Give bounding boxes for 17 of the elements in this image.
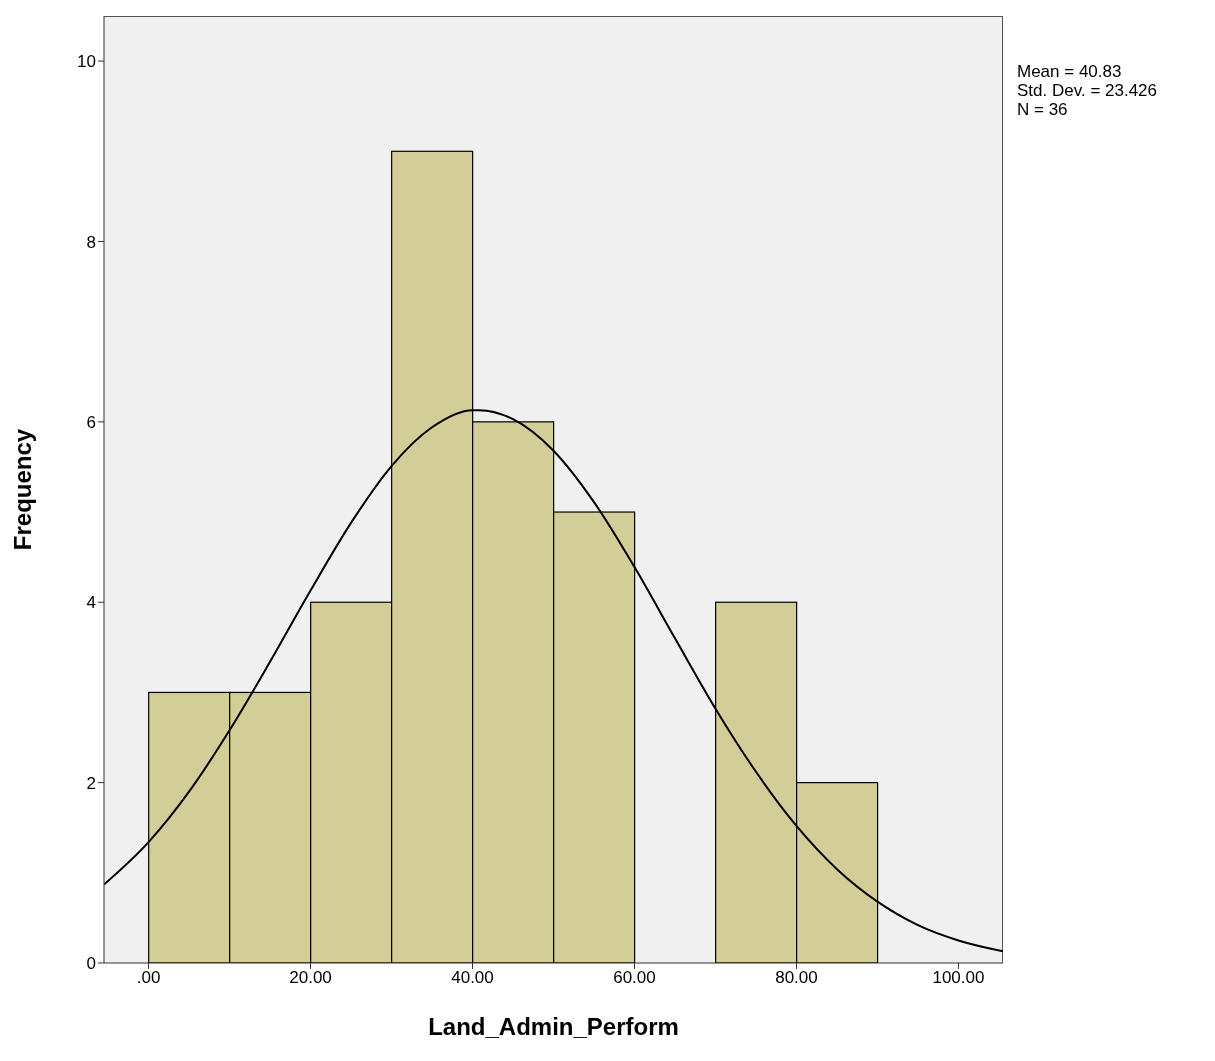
y-tick-label: 0 <box>86 954 96 974</box>
y-tick-label: 6 <box>86 412 96 432</box>
x-tick-label: 60.00 <box>613 968 656 988</box>
x-tick-label: 100.00 <box>932 968 985 988</box>
text: N = 36 <box>1017 100 1069 119</box>
text: Mean = 40.83 <box>1017 62 1123 81</box>
x-tick-label: 80.00 <box>775 968 818 988</box>
y-tick-label: 8 <box>86 232 96 252</box>
x-axis-title: Land_Admin_Perform <box>428 1013 679 1040</box>
x-tick-label: 40.00 <box>451 968 494 988</box>
y-tick-label: 10 <box>77 52 96 72</box>
text: Std. Dev. = 23.426 <box>1017 81 1158 100</box>
y-tick-label: 4 <box>86 593 96 613</box>
x-tick-label: 20.00 <box>289 968 332 988</box>
y-axis-title: Frequency <box>8 428 36 551</box>
x-tick-label: .00 <box>136 968 161 988</box>
y-tick-label: 2 <box>86 773 96 793</box>
